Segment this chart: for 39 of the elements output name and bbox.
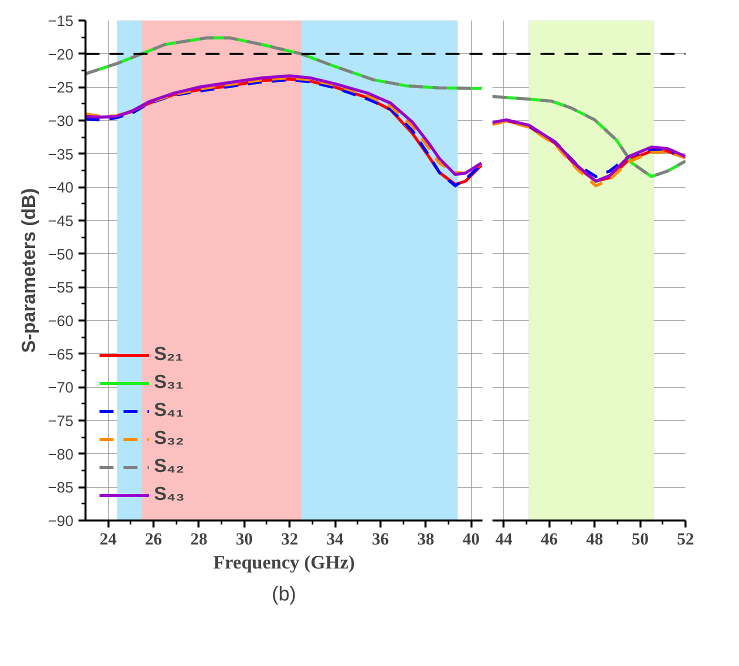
y-tick-label: −25 [48, 80, 74, 97]
y-tick-label: −55 [48, 280, 74, 297]
y-tick-label: −60 [48, 313, 74, 330]
y-axis-title: S-parameters (dB) [19, 188, 40, 353]
y-tick-label: −75 [48, 413, 74, 430]
x-tick-label: 26 [145, 530, 162, 548]
legend-label: S₃₁ [154, 372, 184, 394]
y-tick-label: −85 [48, 480, 74, 497]
y-tick-label: −90 [48, 513, 74, 530]
legend-label: S₄₁ [154, 400, 184, 422]
x-tick-label: 36 [372, 530, 389, 548]
x-tick-label: 46 [540, 530, 558, 548]
legend-label: S₄₂ [154, 456, 184, 478]
y-tick-label: −15 [48, 13, 74, 30]
x-tick-label: 40 [462, 530, 480, 548]
x-tick-label: 28 [190, 530, 208, 548]
y-tick-label: −20 [48, 46, 74, 64]
x-tick-label: 50 [632, 530, 649, 548]
y-tick-label: −40 [48, 180, 74, 197]
x-tick-label: 44 [495, 530, 513, 548]
y-tick-label: −30 [48, 113, 74, 130]
x-tick-label: 30 [236, 530, 253, 548]
x-tick-label: 52 [677, 530, 694, 548]
y-tick-label: −70 [48, 380, 74, 397]
x-axis-title: Frequency (GHz) [213, 552, 355, 574]
legend-label: S₂₁ [154, 344, 183, 366]
y-tick-label: −65 [48, 346, 74, 364]
y-tick-label: −45 [48, 213, 74, 230]
legend-label: S₄₃ [154, 484, 185, 506]
x-tick-label: 34 [326, 530, 344, 548]
y-tick-label: −35 [48, 146, 74, 164]
text: (b) [272, 584, 296, 606]
legend-label: S₃₂ [154, 428, 184, 450]
x-tick-label: 38 [417, 530, 434, 548]
x-tick-label: 24 [100, 530, 118, 548]
y-tick-label: −80 [48, 446, 74, 464]
x-tick-label: 32 [281, 530, 298, 548]
x-tick-label: 48 [586, 530, 604, 548]
y-tick-label: −50 [48, 246, 74, 264]
